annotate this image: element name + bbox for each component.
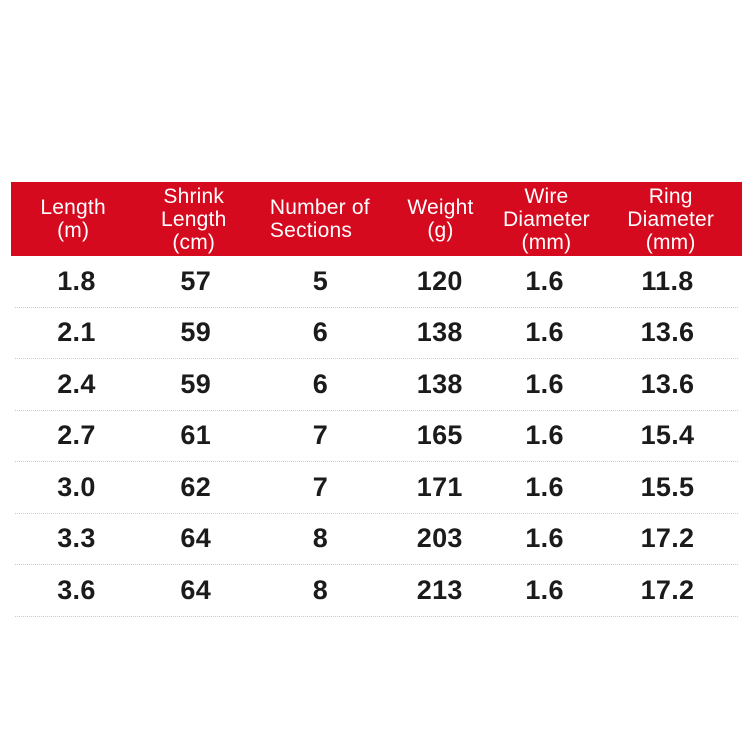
- table-cell-length: 2.1: [57, 317, 96, 348]
- table-cell-ring-diameter: 17.2: [640, 523, 695, 554]
- table-cell-shrink-length: 64: [180, 523, 212, 554]
- table-cell-sections: 8: [312, 523, 329, 554]
- column-header-length: Length (m): [11, 196, 135, 242]
- column-header-line: Ring: [648, 184, 693, 208]
- table-cell-shrink-length: 64: [180, 574, 212, 605]
- table-cell-wire-diameter: 1.6: [525, 420, 564, 451]
- table-cell-sections: 8: [312, 574, 329, 605]
- column-header-line: Length: [161, 207, 227, 231]
- table-cell-weight: 120: [416, 265, 463, 296]
- table-cell-weight: 171: [416, 471, 463, 502]
- column-header-number-of-sections: Number of Sections: [252, 196, 387, 242]
- table-cell-wire-diameter: 1.6: [525, 317, 564, 348]
- table-cell-length: 3.6: [57, 574, 96, 605]
- table-cell-weight: 165: [416, 420, 463, 451]
- table-cell-wire-diameter: 1.6: [525, 471, 564, 502]
- table-cell-sections: 7: [312, 471, 329, 502]
- table-cell-ring-diameter: 13.6: [640, 317, 695, 348]
- column-header-weight: Weight (g): [387, 196, 493, 242]
- table-cell-shrink-length: 62: [180, 471, 212, 502]
- table-cell-length: 3.0: [57, 471, 96, 502]
- table-row: 3.0 62 7 171 1.6 15.5: [15, 462, 738, 514]
- table-cell-weight: 213: [416, 574, 463, 605]
- column-header-shrink-length: Shrink Length (cm): [135, 185, 252, 254]
- column-header-line: Diameter: [503, 207, 590, 231]
- table-cell-ring-diameter: 15.5: [640, 471, 695, 502]
- table-cell-shrink-length: 57: [180, 265, 212, 296]
- column-header-line: (mm): [645, 230, 696, 254]
- table-cell-ring-diameter: 15.4: [640, 420, 695, 451]
- column-header-line: Shrink: [163, 184, 225, 208]
- column-header-ring-diameter: Ring Diameter (mm): [599, 185, 742, 254]
- table-cell-sections: 6: [312, 317, 329, 348]
- table-cell-wire-diameter: 1.6: [525, 368, 564, 399]
- column-header-lines: Number of Sections: [270, 196, 370, 242]
- column-header-line: Number of: [269, 196, 370, 219]
- table-row: 3.6 64 8 213 1.6 17.2: [15, 565, 738, 617]
- table-row: 3.3 64 8 203 1.6 17.2: [15, 514, 738, 565]
- table-cell-length: 3.3: [57, 523, 96, 554]
- table-cell-weight: 138: [416, 317, 463, 348]
- table-row: 2.4 59 6 138 1.6 13.6: [15, 359, 738, 411]
- table-row: 2.1 59 6 138 1.6 13.6: [15, 308, 738, 359]
- table-cell-shrink-length: 61: [180, 420, 212, 451]
- column-header-wire-diameter: Wire Diameter (mm): [493, 185, 599, 254]
- table-cell-wire-diameter: 1.6: [525, 574, 564, 605]
- table-row: 2.7 61 7 165 1.6 15.4: [15, 411, 738, 462]
- column-header-line: Length: [40, 196, 106, 219]
- table-cell-ring-diameter: 13.6: [640, 368, 695, 399]
- table-cell-wire-diameter: 1.6: [525, 265, 564, 296]
- table-cell-sections: 5: [312, 265, 329, 296]
- column-header-line: Wire: [524, 184, 569, 208]
- column-header-line: Weight: [407, 196, 474, 219]
- table-row: 1.8 57 5 120 1.6 11.8: [15, 256, 738, 308]
- table-cell-ring-diameter: 17.2: [640, 574, 695, 605]
- column-header-line: (g): [427, 219, 454, 242]
- column-header-line: (m): [57, 219, 90, 242]
- column-header-line: (cm): [172, 230, 216, 254]
- column-header-line: (mm): [521, 230, 572, 254]
- table-cell-ring-diameter: 11.8: [641, 265, 694, 296]
- table-cell-sections: 6: [312, 368, 329, 399]
- table-cell-shrink-length: 59: [180, 317, 212, 348]
- table-cell-wire-diameter: 1.6: [525, 523, 564, 554]
- table-cell-sections: 7: [312, 420, 329, 451]
- table-cell-length: 1.8: [57, 265, 96, 296]
- column-header-line: Diameter: [627, 207, 715, 231]
- table-cell-length: 2.4: [57, 368, 96, 399]
- table-cell-length: 2.7: [57, 420, 96, 451]
- spec-table: Length (m) Shrink Length (cm) Number of …: [11, 182, 742, 617]
- column-header-line: Sections: [269, 219, 353, 242]
- table-cell-weight: 203: [416, 523, 463, 554]
- table-header-row: Length (m) Shrink Length (cm) Number of …: [11, 182, 742, 256]
- table-cell-weight: 138: [416, 368, 463, 399]
- table-cell-shrink-length: 59: [180, 368, 212, 399]
